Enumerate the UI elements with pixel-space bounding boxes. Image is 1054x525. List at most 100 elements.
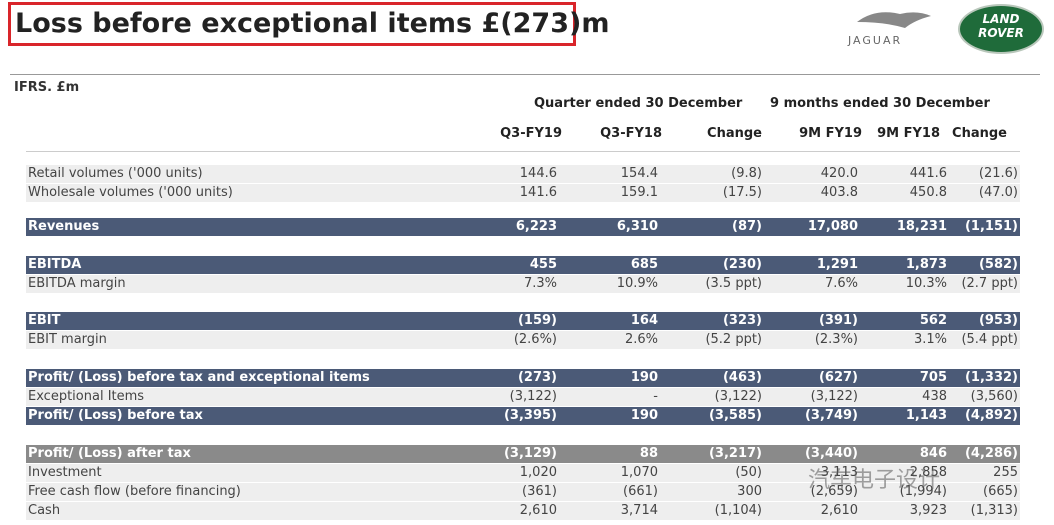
cell-value: (4,892) [964, 408, 1018, 423]
cell-value: 3.1% [913, 332, 947, 347]
cell-value: (391) [818, 313, 858, 328]
row-label: Profit/ (Loss) before tax and exceptiona… [28, 370, 370, 385]
row-label: Profit/ (Loss) before tax [28, 408, 203, 423]
cell-value: 190 [630, 370, 658, 385]
cell-value: (1,332) [964, 370, 1018, 385]
land-rover-logo [958, 4, 1044, 54]
cell-value: 18,231 [896, 219, 947, 234]
cell-value: (1,994) [899, 484, 947, 499]
row-label: Cash [28, 503, 61, 518]
row-label: Retail volumes ('000 units) [28, 166, 203, 181]
cell-value: 6,223 [515, 219, 557, 234]
row-label: EBITDA margin [28, 276, 126, 291]
cell-value: 255 [993, 465, 1018, 480]
cell-value: (3,395) [503, 408, 557, 423]
cell-value: 2,858 [909, 465, 947, 480]
cell-value: (3,585) [708, 408, 762, 423]
table-row: EBITDA margin 7.3% 10.9% (3.5 ppt) 7.6% 10.3%… [26, 275, 1020, 293]
cell-value: 455 [529, 257, 557, 272]
cell-value: 2.6% [624, 332, 658, 347]
table-row: EBITDA 455 685 (230) 1,291 1,873 (582) [26, 256, 1020, 274]
table-row: Profit/ (Loss) before tax and exceptiona… [26, 369, 1020, 387]
cell-value: 154.4 [620, 166, 658, 181]
cell-value: (159) [517, 313, 557, 328]
cell-value: (661) [623, 484, 658, 499]
cell-value: 2,610 [820, 503, 858, 518]
column-header: Q3-FY19 [500, 126, 562, 141]
table-row: Wholesale volumes ('000 units) 141.6 159.1… [26, 184, 1020, 202]
cell-value: (230) [722, 257, 762, 272]
cell-value: (21.6) [978, 166, 1018, 181]
cell-value: 300 [737, 484, 762, 499]
cell-value: (323) [722, 313, 762, 328]
cell-value: 685 [630, 257, 658, 272]
land-rover-text: LAND ROVER [978, 12, 1024, 40]
row-label: Investment [28, 465, 102, 480]
cell-value: (5.4 ppt) [961, 332, 1018, 347]
cell-value: (50) [735, 465, 762, 480]
table-row: Profit/ (Loss) after tax (3,129) 88 (3,217)… [26, 445, 1020, 463]
column-header: 9M FY18 [877, 126, 940, 141]
cell-value: (2.7 ppt) [961, 276, 1018, 291]
cell-value: (582) [978, 257, 1018, 272]
cell-value: 144.6 [519, 166, 557, 181]
cell-value: 1,873 [905, 257, 947, 272]
table-row: Revenues 6,223 6,310 (87) 17,080 18,231 (1,151… [26, 218, 1020, 236]
cell-value: (463) [722, 370, 762, 385]
cell-value: (2,659) [810, 484, 858, 499]
row-label: Wholesale volumes ('000 units) [28, 185, 233, 200]
rule [26, 151, 1020, 152]
cell-value: 7.3% [523, 276, 557, 291]
cell-value: (361) [522, 484, 557, 499]
cell-value: (5.2 ppt) [705, 332, 762, 347]
cell-value: (17.5) [722, 185, 762, 200]
table-row: Exceptional Items (3,122) - (3,122) (3,122) 4… [26, 388, 1020, 406]
cell-value: (273) [517, 370, 557, 385]
column-header: 9M FY19 [799, 126, 862, 141]
cell-value: (665) [983, 484, 1018, 499]
cell-value: 3,714 [620, 503, 658, 518]
cell-value: 88 [639, 446, 658, 461]
cell-value: (3,560) [970, 389, 1018, 404]
cell-value: 1,070 [620, 465, 658, 480]
cell-value: (3,122) [810, 389, 858, 404]
cell-value: (4,286) [964, 446, 1018, 461]
cell-value: 846 [919, 446, 947, 461]
watermark: 汽车电子设计 [808, 468, 941, 493]
column-header: Change [952, 126, 1007, 141]
table-row: EBIT margin (2.6%) 2.6% (5.2 ppt) (2.3%) 3.1%… [26, 331, 1020, 349]
unit-note: IFRS, £m [14, 80, 80, 91]
cell-value: 159.1 [620, 185, 658, 200]
cell-value: (1,313) [970, 503, 1018, 518]
cell-value: 420.0 [820, 166, 858, 181]
cell-value: (3,440) [804, 446, 858, 461]
row-label: Free cash flow (before financing) [28, 484, 241, 499]
cell-value: 1,291 [816, 257, 858, 272]
title: Loss before exceptional items £(273)m [8, 2, 609, 46]
cell-value: 441.6 [909, 166, 947, 181]
table-row: Free cash flow (before financing) (361) (6… [26, 483, 1020, 501]
row-label: EBITDA [28, 257, 82, 272]
cell-value: (1,104) [714, 503, 762, 518]
table-row: Retail volumes ('000 units) 144.6 154.4 (9.… [26, 165, 1020, 183]
jaguar-logo: JAGUAR [848, 34, 903, 47]
cell-value: 17,080 [807, 219, 858, 234]
cell-value: 6,310 [616, 219, 658, 234]
cell-value: 164 [630, 313, 658, 328]
row-label: Exceptional Items [28, 389, 145, 404]
cell-value: (3,129) [503, 446, 557, 461]
column-header: Q3-FY18 [600, 126, 662, 141]
cell-value: 3,113 [820, 465, 858, 480]
cell-value: 1,020 [519, 465, 557, 480]
cell-value: 562 [919, 313, 947, 328]
column-header: Change [707, 126, 762, 141]
cell-value: 2,610 [519, 503, 557, 518]
jaguar-icon [857, 12, 931, 28]
cell-value: (87) [732, 219, 762, 234]
table-row: Investment 1,020 1,070 (50) 3,113 2,858 255 [26, 464, 1020, 482]
row-label: Revenues [28, 219, 100, 234]
cell-value: 438 [922, 389, 947, 404]
cell-value: 3,923 [909, 503, 947, 518]
cell-value: 141.6 [519, 185, 557, 200]
